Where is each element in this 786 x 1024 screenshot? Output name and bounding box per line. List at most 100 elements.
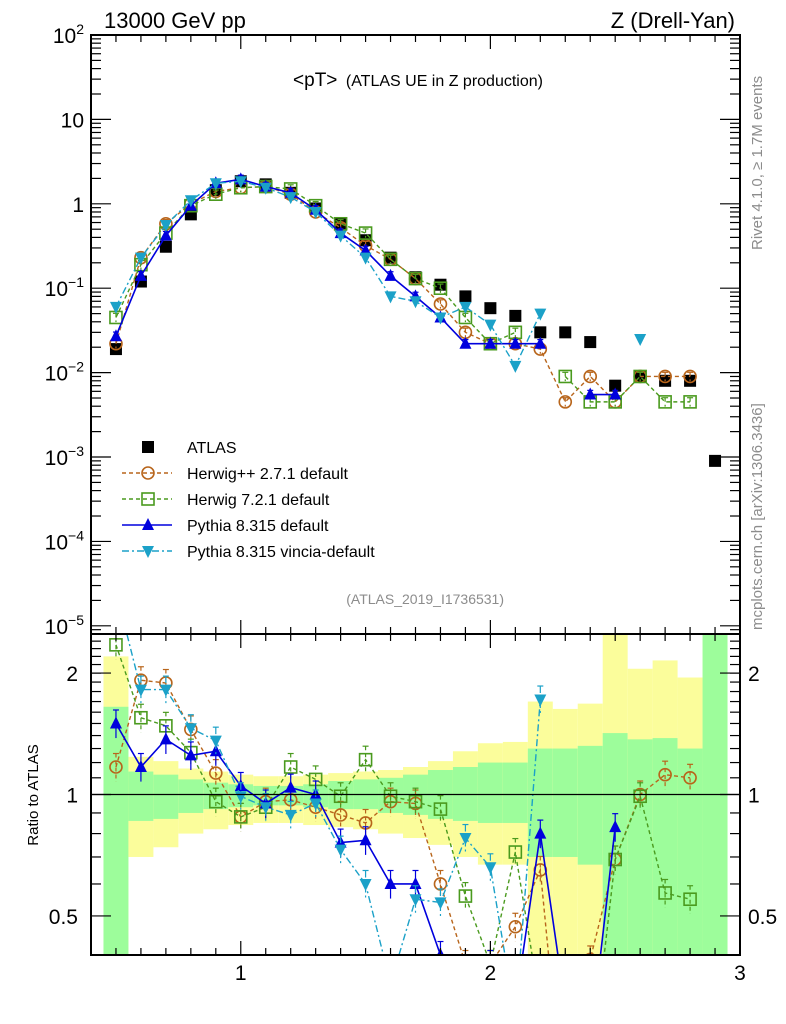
data-point xyxy=(333,808,348,822)
legend-label: Herwig 7.2.1 default xyxy=(187,492,330,509)
x-tick-labels: 1 2 3 xyxy=(235,962,746,985)
data-point xyxy=(209,794,223,809)
data-point xyxy=(184,723,197,736)
legend-label: Herwig++ 2.7.1 default xyxy=(187,466,349,483)
data-point xyxy=(683,369,697,384)
main-series-pythia-8-315-vincia-default xyxy=(109,176,647,373)
data-point xyxy=(408,794,423,809)
data-point xyxy=(459,290,472,303)
data-point xyxy=(233,810,248,824)
data-point xyxy=(459,833,472,846)
data-point xyxy=(284,809,297,822)
data-point xyxy=(459,336,472,349)
x-tick-label: 2 xyxy=(485,962,497,985)
ratio-series-pythia-8-315-vincia-default xyxy=(126,616,646,1024)
legend-label: Pythia 8.315 vincia-default xyxy=(187,544,375,561)
data-point xyxy=(109,716,122,729)
band-inner xyxy=(652,738,678,955)
data-point xyxy=(484,862,497,875)
header-right-label: Z (Drell-Yan) xyxy=(611,8,735,33)
ratio-y-axis-label: Ratio to ATLAS xyxy=(25,744,42,845)
data-point xyxy=(134,759,147,772)
data-point xyxy=(608,852,622,867)
x-tick-label: 3 xyxy=(734,962,746,985)
data-point xyxy=(434,897,447,910)
axis-ticks xyxy=(90,34,741,956)
legend-marker xyxy=(141,492,155,506)
header-left-label: 13000 GeV pp xyxy=(104,8,246,33)
ratio-y-tick-labels: 0.5 0.5 1 1 2 2 xyxy=(49,663,777,929)
data-point xyxy=(383,252,398,267)
data-point xyxy=(359,252,372,265)
data-point xyxy=(509,309,522,322)
data-point xyxy=(634,616,646,628)
data-point xyxy=(284,780,297,793)
data-point xyxy=(484,336,497,349)
ratio-y-tick-label-left: 2 xyxy=(66,663,78,686)
legend-label: Pythia 8.315 default xyxy=(187,518,329,535)
data-point xyxy=(458,889,473,903)
legend-item: Pythia 8.315 vincia-default xyxy=(122,544,375,561)
plot-title: <pT> (ATLAS UE in Z production) xyxy=(293,70,543,91)
data-point xyxy=(384,268,397,281)
band-inner xyxy=(677,748,703,955)
ratio-y-tick-label-right: 2 xyxy=(748,663,760,686)
data-point xyxy=(359,243,372,256)
data-point xyxy=(383,789,398,804)
y-tick-label: 10−1 xyxy=(45,274,85,301)
main-series-atlas xyxy=(109,175,722,467)
y-tick-label: 10−4 xyxy=(45,527,85,554)
data-point xyxy=(358,226,373,240)
legend-marker xyxy=(142,441,154,453)
data-point xyxy=(534,826,547,839)
data-point xyxy=(459,1010,471,1022)
data-point xyxy=(683,771,697,785)
data-point xyxy=(634,334,647,347)
main-y-tick-labels: 102 10 1 10−1 10−2 10−3 10−4 10−5 xyxy=(45,21,85,639)
legend-marker xyxy=(141,466,155,480)
data-point xyxy=(559,998,571,1010)
main-panel-series xyxy=(109,172,722,467)
data-point xyxy=(534,694,547,707)
band-inner xyxy=(103,706,129,955)
main-series-herwig-2-7-1-default xyxy=(109,179,697,409)
band-inner xyxy=(502,762,528,823)
data-point xyxy=(109,760,123,774)
series-line xyxy=(126,634,542,955)
x-tick-label: 1 xyxy=(235,962,247,985)
data-point xyxy=(334,230,347,243)
data-point xyxy=(359,878,372,891)
y-tick-label: 102 xyxy=(53,21,84,48)
data-point xyxy=(134,252,147,265)
data-point xyxy=(509,336,522,349)
data-point xyxy=(633,369,647,384)
band-inner xyxy=(627,739,653,955)
data-point xyxy=(283,760,298,774)
data-point xyxy=(584,336,597,349)
band-inner xyxy=(602,733,628,955)
data-point xyxy=(259,182,272,195)
data-point xyxy=(609,379,622,392)
data-point xyxy=(583,369,598,384)
data-point xyxy=(484,302,497,315)
band-inner xyxy=(552,748,578,857)
data-point xyxy=(134,684,147,697)
data-point xyxy=(509,1012,521,1024)
data-point xyxy=(559,999,571,1011)
data-point xyxy=(658,369,672,384)
data-point xyxy=(683,395,697,409)
ratio-y-tick-label-right: 0.5 xyxy=(748,906,777,929)
data-point xyxy=(309,206,322,219)
legend-marker xyxy=(142,546,154,558)
data-point xyxy=(534,999,546,1011)
series-line xyxy=(115,644,691,955)
legend-item: Pythia 8.315 default xyxy=(122,518,329,535)
y-tick-label: 10−5 xyxy=(45,612,85,639)
analysis-tag: (ATLAS_2019_I1736531) xyxy=(346,591,504,607)
data-point xyxy=(609,387,622,400)
data-point xyxy=(159,228,172,241)
data-point xyxy=(134,268,147,281)
band-inner xyxy=(153,774,179,819)
data-point xyxy=(584,387,597,400)
legend-item: ATLAS xyxy=(142,440,237,457)
